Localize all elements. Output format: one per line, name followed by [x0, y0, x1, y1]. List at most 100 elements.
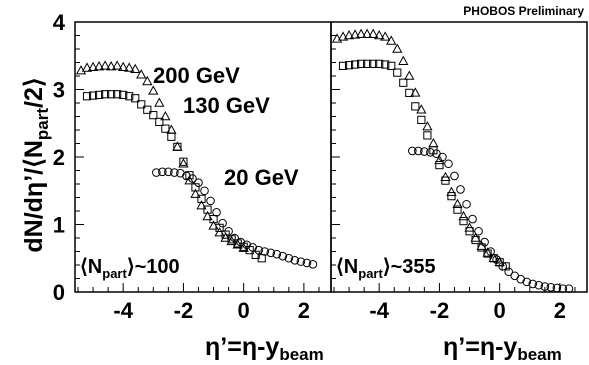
- left-point-130gev: [149, 111, 158, 120]
- right-point-200gev: [452, 198, 463, 209]
- right-point-200gev: [404, 70, 415, 80]
- left-point-200gev: [99, 60, 111, 70]
- left-y-tick-label: 0: [53, 280, 65, 305]
- left-point-20gev: [260, 247, 270, 256]
- left-y-tick-label: 3: [53, 78, 65, 103]
- right-point-130gev: [344, 61, 354, 70]
- right-point-130gev: [441, 176, 450, 185]
- left-point-200gev: [196, 200, 207, 210]
- right-point-20gev: [420, 147, 429, 156]
- right-point-200gev: [392, 43, 403, 53]
- left-point-130gev: [82, 92, 92, 101]
- left-point-130gev: [131, 94, 140, 103]
- right-point-200gev: [349, 29, 361, 39]
- left-point-20gev: [212, 208, 221, 217]
- right-point-20gev: [534, 280, 544, 290]
- right-point-200gev: [380, 31, 391, 41]
- right-point-20gev: [528, 279, 538, 289]
- right-point-130gev: [417, 115, 426, 124]
- left-point-130gev: [101, 90, 110, 99]
- left-point-20gev: [218, 218, 227, 228]
- left-point-200gev: [160, 110, 171, 121]
- left-point-130gev: [191, 183, 200, 192]
- right-point-200gev: [482, 247, 493, 257]
- preliminary-label: PHOBOS Preliminary: [463, 4, 584, 18]
- left-point-20gev: [290, 255, 300, 265]
- right-point-200gev: [331, 33, 343, 43]
- left-point-200gev: [118, 61, 129, 72]
- right-point-200gev: [422, 121, 433, 131]
- y-axis-title: dN/dη’/⟨Npart/2⟩: [20, 77, 52, 252]
- left-point-130gev: [137, 100, 146, 109]
- right-point-200gev: [386, 35, 397, 45]
- left-point-20gev: [188, 174, 197, 183]
- right-point-20gev: [408, 146, 417, 156]
- left-point-20gev: [302, 258, 312, 268]
- right-x-axis-title-main: η’=η-y: [443, 333, 517, 361]
- right-point-200gev: [337, 31, 349, 41]
- left-point-130gev: [209, 215, 218, 224]
- left-point-20gev: [152, 168, 161, 177]
- right-point-130gev: [459, 217, 468, 226]
- left-point-200gev: [190, 188, 201, 198]
- right-x-tick-label: -4: [369, 298, 389, 323]
- left-point-20gev: [266, 248, 276, 258]
- right-npart-value: ~355: [391, 256, 436, 278]
- left-point-130gev: [161, 124, 170, 133]
- left-x-tick-label: 0: [238, 298, 250, 323]
- right-point-130gev: [350, 60, 360, 69]
- right-point-20gev: [474, 226, 483, 236]
- left-npart-label: ⟨Npart⟩~100: [80, 256, 180, 281]
- left-point-130gev: [107, 90, 116, 99]
- left-point-20gev: [278, 251, 288, 261]
- left-point-20gev: [308, 260, 318, 269]
- right-point-130gev: [338, 61, 348, 70]
- left-point-200gev: [142, 75, 153, 86]
- right-point-200gev: [355, 28, 367, 38]
- left-point-20gev: [224, 226, 233, 236]
- right-point-130gev: [423, 131, 432, 140]
- left-point-200gev: [148, 85, 159, 95]
- right-point-20gev: [504, 267, 513, 277]
- right-point-130gev: [435, 161, 444, 170]
- left-point-130gev: [167, 132, 176, 141]
- right-point-200gev: [470, 232, 481, 242]
- right-point-20gev: [522, 277, 532, 287]
- left-x-tick-label: -2: [174, 298, 194, 323]
- left-npart-close: ⟩: [127, 256, 135, 278]
- right-point-200gev: [398, 55, 409, 65]
- left-point-130gev: [143, 105, 152, 114]
- left-point-130gev: [113, 90, 122, 99]
- left-point-20gev: [158, 167, 167, 177]
- right-point-130gev: [381, 60, 390, 69]
- left-x-axis-title: η’=η-ybeam: [205, 333, 324, 364]
- right-point-20gev: [552, 283, 562, 293]
- left-point-200gev: [105, 61, 117, 71]
- right-point-20gev: [498, 262, 507, 271]
- right-point-200gev: [343, 29, 355, 40]
- left-point-130gev: [197, 194, 206, 203]
- right-point-20gev: [414, 146, 423, 156]
- right-point-130gev: [411, 102, 420, 111]
- left-point-130gev: [179, 157, 188, 166]
- right-point-20gev: [480, 237, 489, 247]
- y-axis-title-sub: part: [33, 108, 52, 140]
- left-point-200gev: [112, 60, 123, 70]
- right-point-20gev: [564, 284, 574, 293]
- right-point-130gev: [465, 227, 474, 236]
- right-point-20gev: [468, 214, 477, 224]
- right-point-20gev: [558, 284, 568, 293]
- left-point-200gev: [178, 158, 189, 168]
- left-point-20gev: [170, 168, 179, 177]
- marks-layer: [75, 28, 574, 293]
- right-point-130gev: [393, 68, 402, 77]
- left-point-200gev: [124, 62, 135, 72]
- right-point-130gev: [369, 59, 378, 68]
- y-axis-title-tail: /2⟩: [20, 77, 48, 108]
- left-y-tick-label: 4: [53, 10, 66, 35]
- left-npart-value: ~100: [135, 256, 180, 278]
- left-x-axis-title-sub: beam: [279, 345, 323, 364]
- left-npart-sub: part: [102, 266, 127, 281]
- right-npart-label: ⟨Npart⟩~355: [336, 256, 436, 281]
- right-x-tick-label: 0: [494, 298, 506, 323]
